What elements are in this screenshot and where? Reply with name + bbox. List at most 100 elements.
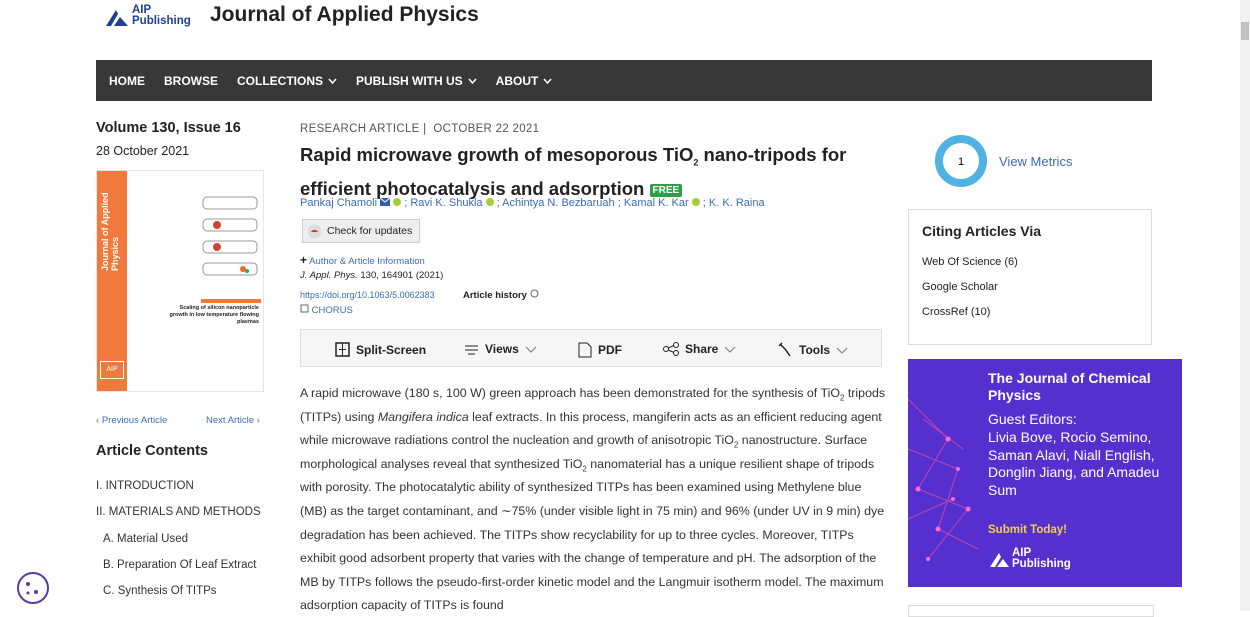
check-label: Check for updates (327, 225, 412, 237)
icon (663, 342, 679, 356)
metrics-count: 1 (958, 156, 964, 168)
chorus-icon (300, 304, 309, 313)
author[interactable]: Achintya N. Bezbaruah (502, 197, 615, 209)
check-updates[interactable]: Check for updates (302, 219, 420, 243)
advertisement[interactable]: The Journal of Chemical Physics Guest Ed… (908, 359, 1182, 587)
citation-text: 130, 164901 (2021) (360, 270, 443, 281)
scrollbar[interactable] (1240, 0, 1250, 611)
ad-logo: AIPPublishing (1012, 548, 1071, 570)
cover-image[interactable]: Journal of Applied Physics Scaling of si… (96, 170, 264, 392)
cover-figure (197, 191, 263, 291)
tool-label: PDF (598, 343, 622, 357)
orcid-icon[interactable] (692, 198, 700, 206)
next-label: Next Article (206, 415, 254, 426)
toc-item[interactable]: II. MATERIALS AND METHODS (96, 506, 261, 518)
tool-label: Views (485, 342, 519, 356)
abstract: A rapid microwave (180 s, 100 W) green a… (300, 382, 886, 611)
logo[interactable]: AIP Publishing (132, 5, 191, 27)
journal-title[interactable]: Journal of Applied Physics (210, 3, 479, 27)
citing-link[interactable]: CrossRef (10) (922, 306, 990, 318)
author[interactable]: Ravi K. Shukla (410, 197, 482, 209)
logo-icon (104, 8, 130, 28)
separator: ; (404, 197, 407, 209)
orcid-icon[interactable] (486, 198, 494, 206)
tool-button[interactable]: Share (663, 342, 736, 356)
ad-cta[interactable]: Submit Today! (988, 524, 1067, 536)
chevron (836, 347, 848, 354)
tool-button[interactable]: Tools (777, 342, 848, 358)
next-article[interactable]: Next Article › (206, 415, 260, 426)
tool-button[interactable]: PDF (578, 342, 622, 358)
metrics-link[interactable]: View Metrics (999, 154, 1072, 169)
article-title: Rapid microwave growth of mesoporous TiO… (300, 142, 885, 203)
nav-item[interactable]: HOME (109, 74, 145, 88)
cookie-button[interactable] (16, 571, 50, 605)
abstract-italic: Mangifera indica (378, 410, 469, 424)
toc-item[interactable]: I. INTRODUCTION (96, 480, 194, 492)
ad-title: The Journal of Chemical Physics (988, 370, 1173, 404)
next-box (908, 605, 1154, 617)
article-kind: RESEARCH ARTICLE | (300, 123, 426, 135)
cover-journal: Journal of Applied Physics (100, 181, 120, 271)
abstract-text: A rapid microwave (180 s, 100 W) green a… (300, 386, 840, 400)
ad-pattern (908, 359, 988, 587)
journal-abbrev: J. Appl. Phys. (300, 270, 358, 281)
chevron (724, 346, 736, 353)
info-link[interactable]: + Author & Article Information (300, 253, 425, 267)
prev-label: Previous Article (102, 415, 167, 426)
author[interactable]: Kamal K. Kar (624, 197, 689, 209)
clock-icon (530, 289, 539, 298)
chevron (468, 78, 477, 84)
tool-button[interactable]: Split-Screen (335, 342, 426, 357)
tool-label: Tools (799, 343, 830, 357)
icon (777, 342, 793, 358)
logo-text: Publishing (1012, 559, 1071, 570)
toc-item[interactable]: B. Preparation Of Leaf Extract (103, 559, 256, 571)
tool-label: Split-Screen (356, 343, 426, 357)
icon (464, 343, 479, 355)
history-label: Article history (463, 290, 527, 301)
ad-logo-icon (988, 551, 1010, 569)
chorus-label: CHORUS (312, 305, 353, 316)
citing-link[interactable]: Google Scholar (922, 281, 998, 293)
nav-label: ABOUT (496, 74, 539, 88)
cover-logo: AIP (100, 361, 124, 379)
free-badge: FREE (650, 184, 683, 197)
article-meta: RESEARCH ARTICLE | OCTOBER 22 2021 (300, 123, 539, 135)
nav-label: PUBLISH WITH US (356, 74, 463, 88)
nav-item[interactable]: BROWSE (164, 74, 218, 88)
email-icon[interactable] (380, 198, 390, 206)
cover-bar (201, 299, 261, 303)
prev-article[interactable]: ‹ Previous Article (96, 415, 167, 426)
nav-item[interactable]: PUBLISH WITH US (356, 74, 477, 88)
authors: Pankaj Chamoli ; Ravi K. Shukla ; Achint… (300, 197, 765, 209)
separator: ; (618, 197, 621, 209)
toc-item[interactable]: A. Material Used (103, 533, 188, 545)
ad-editors-label: Guest Editors: (988, 411, 1077, 427)
doi[interactable]: https://doi.org/10.1063/5.0062383 (300, 290, 435, 300)
article-date: OCTOBER 22 2021 (433, 123, 539, 135)
metrics-ring[interactable]: 1 (934, 134, 988, 188)
history[interactable]: Article history (463, 289, 539, 301)
nav-item[interactable]: ABOUT (496, 74, 553, 88)
toolbar: Split-Screen Views PDF Share Tools (300, 329, 882, 367)
orcid-icon[interactable] (393, 198, 401, 206)
icon (335, 342, 350, 357)
nav-label: HOME (109, 74, 145, 88)
chevron (543, 78, 552, 84)
icon (578, 342, 592, 358)
document: Journal article page {"header":{"logo":[… (0, 0, 1250, 611)
cover-caption: Scaling of silicon nanoparticle growth i… (163, 305, 259, 326)
toc-item[interactable]: C. Synthesis Of TITPs (103, 585, 217, 597)
crossmark (307, 224, 322, 239)
author[interactable]: Pankaj Chamoli (300, 197, 377, 209)
tool-button[interactable]: Views (464, 342, 537, 356)
citing-link[interactable]: Web Of Science (6) (922, 256, 1018, 268)
separator: ; (497, 197, 500, 209)
separator: ; (703, 197, 706, 209)
scroll-thumb[interactable] (1241, 22, 1249, 40)
ad-editors: Livia Bove, Rocio Semino, Saman Alavi, N… (988, 429, 1178, 499)
nav-item[interactable]: COLLECTIONS (237, 74, 337, 88)
author[interactable]: K. K. Raina (709, 197, 765, 209)
chorus[interactable]: CHORUS (300, 304, 353, 316)
